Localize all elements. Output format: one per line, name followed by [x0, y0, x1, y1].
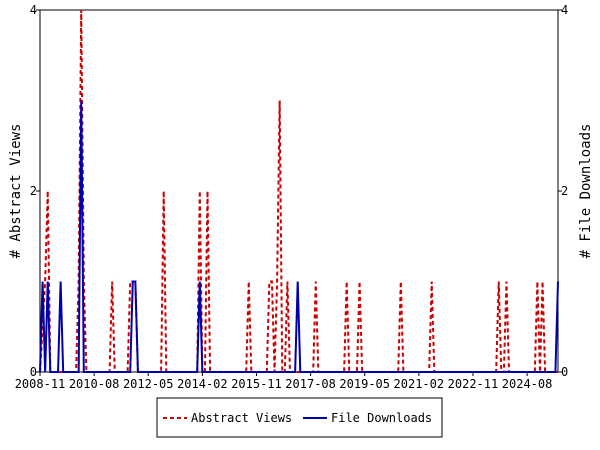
- x-tick-label: 2021-02: [394, 377, 445, 391]
- x-tick-label: 2010-08: [69, 377, 120, 391]
- x-tick-label: 2014-02: [177, 377, 228, 391]
- legend-box: [156, 397, 443, 438]
- series-line: [39, 9, 558, 373]
- y-tick-label: 0: [30, 365, 37, 379]
- series-line: [39, 100, 559, 373]
- y2-tick-label: 2: [561, 184, 568, 198]
- x-tick-label: 2019-05: [339, 377, 390, 391]
- x-tick-label: 2017-08: [285, 377, 336, 391]
- x-tick-label: 2008-11: [15, 377, 66, 391]
- legend-label: Abstract Views: [191, 411, 292, 425]
- y-tick-label: 2: [30, 184, 37, 198]
- y2-axis-label: # File Downloads: [578, 124, 594, 259]
- y2-tick-label: 0: [561, 365, 568, 379]
- x-tick-label: 2015-11: [231, 377, 282, 391]
- x-tick-label: 2022-11: [448, 377, 499, 391]
- y2-tick-label: 4: [561, 3, 568, 17]
- x-tick-label: 2012-05: [123, 377, 174, 391]
- legend-label: File Downloads: [331, 411, 432, 425]
- y-tick-label: 4: [30, 3, 37, 17]
- y-axis-label: # Abstract Views: [8, 124, 24, 259]
- x-tick-label: 2024-08: [502, 377, 553, 391]
